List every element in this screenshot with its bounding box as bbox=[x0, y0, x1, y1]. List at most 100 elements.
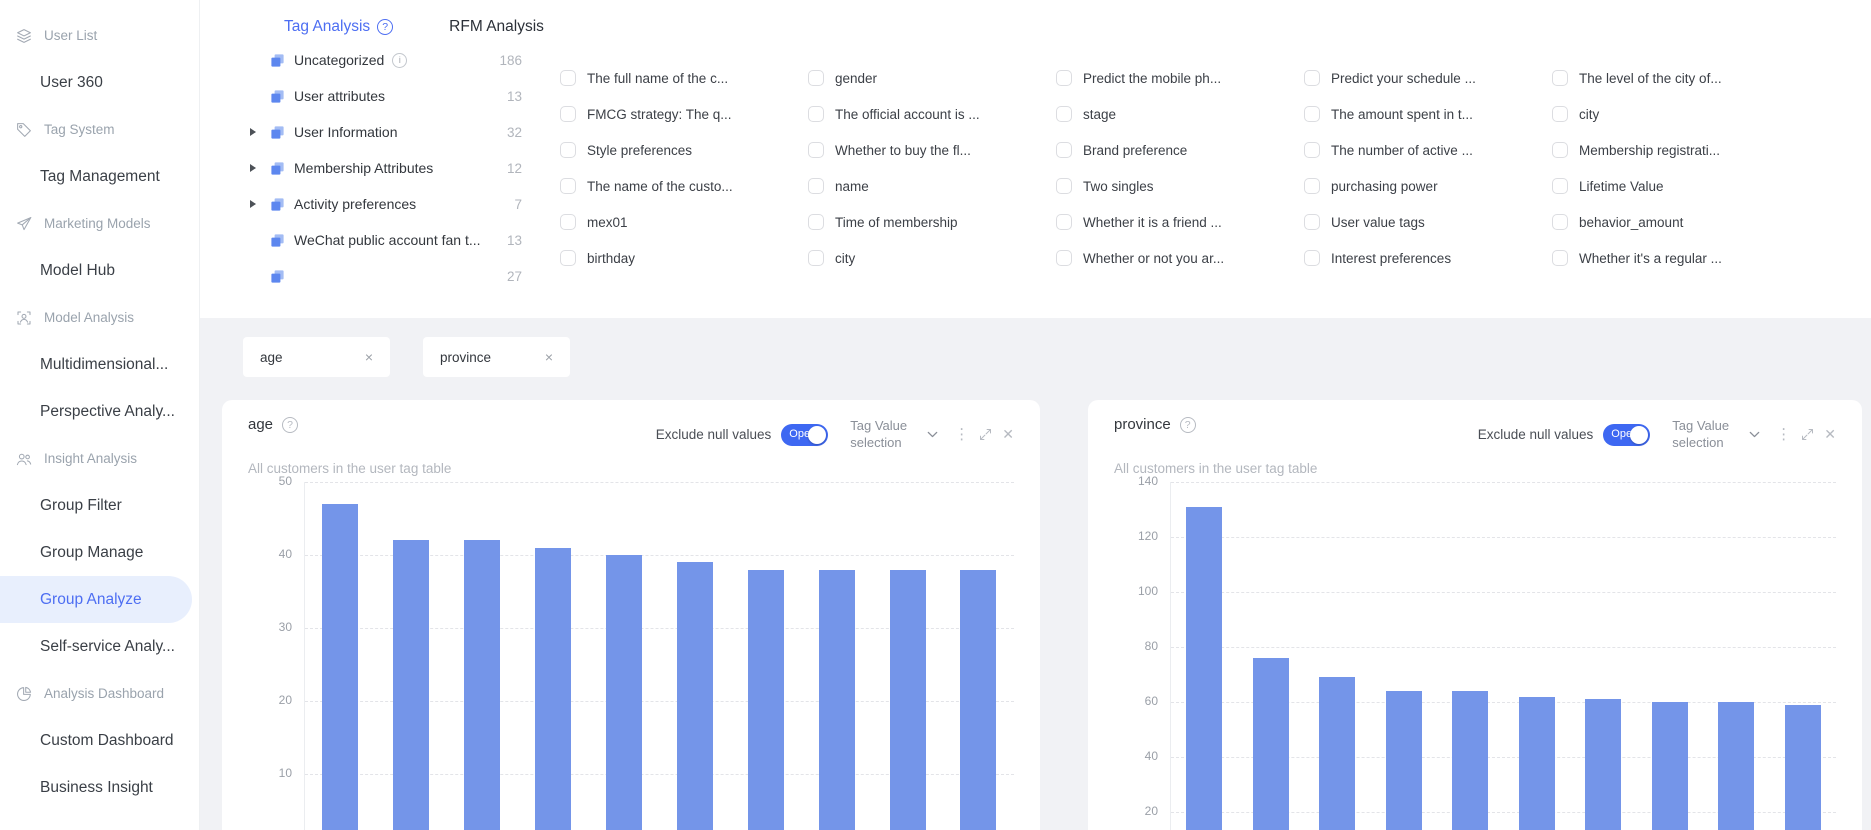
sidebar-item-user-360[interactable]: User 360 bbox=[40, 73, 103, 91]
close-icon[interactable]: ✕ bbox=[1824, 426, 1836, 443]
checkbox[interactable] bbox=[1056, 250, 1072, 266]
checkbox[interactable] bbox=[1304, 142, 1320, 158]
checkbox[interactable] bbox=[1304, 106, 1320, 122]
tag-checkbox-item-purchasing-power[interactable]: purchasing power bbox=[1304, 168, 1552, 204]
tree-item-activity-preferences[interactable]: Activity preferences 7 bbox=[250, 186, 522, 222]
tag-checkbox-item-brand-preference[interactable]: Brand preference bbox=[1056, 132, 1304, 168]
tree-item-uncategorized[interactable]: Uncategorized i 186 bbox=[250, 53, 522, 78]
tag-checkbox-item-birthday[interactable]: birthday bbox=[560, 240, 808, 276]
help-icon[interactable]: ? bbox=[1179, 416, 1196, 433]
tag-checkbox-item-stage[interactable]: stage bbox=[1056, 96, 1304, 132]
checkbox[interactable] bbox=[560, 70, 576, 86]
tag-checkbox-item-fmcg-strategy-the-q[interactable]: FMCG strategy: The q... bbox=[560, 96, 808, 132]
tag-checkbox-item-predict-your-schedule[interactable]: Predict your schedule ... bbox=[1304, 60, 1552, 96]
tag-checkbox-item-user-value-tags[interactable]: User value tags bbox=[1304, 204, 1552, 240]
tag-checkbox-item-time-of-membership[interactable]: Time of membership bbox=[808, 204, 1056, 240]
tab-rfm-analysis[interactable]: RFM Analysis bbox=[449, 18, 544, 36]
sidebar-item-group-analyze[interactable]: Group Analyze bbox=[0, 576, 192, 623]
sidebar-item-group-filter[interactable]: Group Filter bbox=[40, 496, 122, 514]
tag-checkbox-item-the-level-of-the-city-of[interactable]: The level of the city of... bbox=[1552, 60, 1800, 96]
tag-checkbox-item-membership-registrati[interactable]: Membership registrati... bbox=[1552, 132, 1800, 168]
tag-checkbox-item-whether-it-s-a-regular[interactable]: Whether it's a regular ... bbox=[1552, 240, 1800, 276]
tag-checkbox-item-city[interactable]: city bbox=[808, 240, 1056, 276]
checkbox[interactable] bbox=[808, 214, 824, 230]
tag-checkbox-item-two-singles[interactable]: Two singles bbox=[1056, 168, 1304, 204]
tree-item-x[interactable]: 27 bbox=[250, 258, 522, 294]
sidebar-item-group-manage[interactable]: Group Manage bbox=[40, 543, 144, 561]
expand-icon[interactable] bbox=[1800, 427, 1815, 442]
tree-item-user-information[interactable]: User Information 32 bbox=[250, 114, 522, 150]
tag-checkbox-item-the-full-name-of-the-c[interactable]: The full name of the c... bbox=[560, 60, 808, 96]
checkbox[interactable] bbox=[808, 106, 824, 122]
remove-tag-icon[interactable]: × bbox=[364, 349, 373, 365]
tag-value-selector[interactable]: Tag Value selection bbox=[850, 418, 940, 452]
tab-tag-analysis[interactable]: Tag Analysis? bbox=[284, 18, 394, 36]
tag-checkbox-item-name[interactable]: name bbox=[808, 168, 1056, 204]
checkbox[interactable] bbox=[1552, 214, 1568, 230]
help-icon[interactable]: ? bbox=[282, 416, 299, 433]
checkbox[interactable] bbox=[1056, 214, 1072, 230]
checkbox[interactable] bbox=[808, 178, 824, 194]
sidebar-item-tag-management[interactable]: Tag Management bbox=[40, 167, 160, 185]
tag-selection-panel: Uncategorized i 186 User attributes 13 User I… bbox=[200, 53, 1871, 318]
exclude-null-toggle[interactable]: Open bbox=[1603, 423, 1651, 446]
sidebar-item-multidimensional[interactable]: Multidimensional... bbox=[40, 355, 169, 373]
checkbox[interactable] bbox=[1056, 70, 1072, 86]
tree-item-wechat-public-account-fan-t[interactable]: WeChat public account fan t... 13 bbox=[250, 222, 522, 258]
tag-checkbox-item-the-number-of-active[interactable]: The number of active ... bbox=[1304, 132, 1552, 168]
tag-checkbox-item-predict-the-mobile-ph[interactable]: Predict the mobile ph... bbox=[1056, 60, 1304, 96]
checkbox[interactable] bbox=[1304, 70, 1320, 86]
sidebar-item-business-insight[interactable]: Business Insight bbox=[40, 778, 153, 796]
tag-checkbox-item-whether-or-not-you-ar[interactable]: Whether or not you ar... bbox=[1056, 240, 1304, 276]
tag-checkbox-item-behavior-amount[interactable]: behavior_amount bbox=[1552, 204, 1800, 240]
expand-icon[interactable] bbox=[978, 427, 993, 442]
checkbox[interactable] bbox=[1304, 214, 1320, 230]
checkbox[interactable] bbox=[1552, 70, 1568, 86]
info-icon[interactable]: i bbox=[392, 53, 408, 68]
checkbox[interactable] bbox=[1552, 178, 1568, 194]
sidebar-item-model-hub[interactable]: Model Hub bbox=[40, 261, 115, 279]
checkbox[interactable] bbox=[1056, 178, 1072, 194]
tag-checkbox-item-gender[interactable]: gender bbox=[808, 60, 1056, 96]
tag-checkbox-item-style-preferences[interactable]: Style preferences bbox=[560, 132, 808, 168]
checkbox[interactable] bbox=[808, 70, 824, 86]
tag-checkbox-item-the-official-account-is[interactable]: The official account is ... bbox=[808, 96, 1056, 132]
checkbox[interactable] bbox=[560, 250, 576, 266]
checkbox[interactable] bbox=[1552, 250, 1568, 266]
tree-item-membership-attributes[interactable]: Membership Attributes 12 bbox=[250, 150, 522, 186]
tag-checkbox-item-whether-to-buy-the-fl[interactable]: Whether to buy the fl... bbox=[808, 132, 1056, 168]
kebab-menu-icon[interactable]: ⋮ bbox=[954, 426, 970, 444]
kebab-menu-icon[interactable]: ⋮ bbox=[1776, 426, 1792, 444]
checkbox[interactable] bbox=[1552, 142, 1568, 158]
tag-value-selector[interactable]: Tag Value selection bbox=[1672, 418, 1762, 452]
exclude-null-toggle[interactable]: Open bbox=[781, 423, 829, 446]
checkbox[interactable] bbox=[808, 142, 824, 158]
tree-expand-arrow[interactable] bbox=[250, 128, 270, 136]
sidebar-item-perspective-analy[interactable]: Perspective Analy... bbox=[40, 402, 175, 420]
checkbox[interactable] bbox=[560, 178, 576, 194]
checkbox[interactable] bbox=[1056, 106, 1072, 122]
close-icon[interactable]: ✕ bbox=[1002, 426, 1014, 443]
checkbox[interactable] bbox=[560, 142, 576, 158]
tag-checkbox-item-whether-it-is-a-friend[interactable]: Whether it is a friend ... bbox=[1056, 204, 1304, 240]
tree-expand-arrow[interactable] bbox=[250, 164, 270, 172]
checkbox[interactable] bbox=[1304, 250, 1320, 266]
tree-expand-arrow[interactable] bbox=[250, 200, 270, 208]
tree-item-user-attributes[interactable]: User attributes 13 bbox=[250, 78, 522, 114]
sidebar-item-self-service-analy[interactable]: Self-service Analy... bbox=[40, 637, 175, 655]
tag-checkbox-item-interest-preferences[interactable]: Interest preferences bbox=[1304, 240, 1552, 276]
tag-checkbox-item-the-name-of-the-custo[interactable]: The name of the custo... bbox=[560, 168, 808, 204]
checkbox[interactable] bbox=[1552, 106, 1568, 122]
checkbox[interactable] bbox=[560, 214, 576, 230]
tag-checkbox-item-the-amount-spent-in-t[interactable]: The amount spent in t... bbox=[1304, 96, 1552, 132]
tag-checkbox-item-mex01[interactable]: mex01 bbox=[560, 204, 808, 240]
checkbox[interactable] bbox=[808, 250, 824, 266]
help-icon[interactable]: ? bbox=[377, 18, 394, 35]
tag-checkbox-item-lifetime-value[interactable]: Lifetime Value bbox=[1552, 168, 1800, 204]
remove-tag-icon[interactable]: × bbox=[544, 349, 553, 365]
sidebar-item-custom-dashboard[interactable]: Custom Dashboard bbox=[40, 731, 174, 749]
tag-checkbox-item-city[interactable]: city bbox=[1552, 96, 1800, 132]
checkbox[interactable] bbox=[1056, 142, 1072, 158]
checkbox[interactable] bbox=[560, 106, 576, 122]
checkbox[interactable] bbox=[1304, 178, 1320, 194]
